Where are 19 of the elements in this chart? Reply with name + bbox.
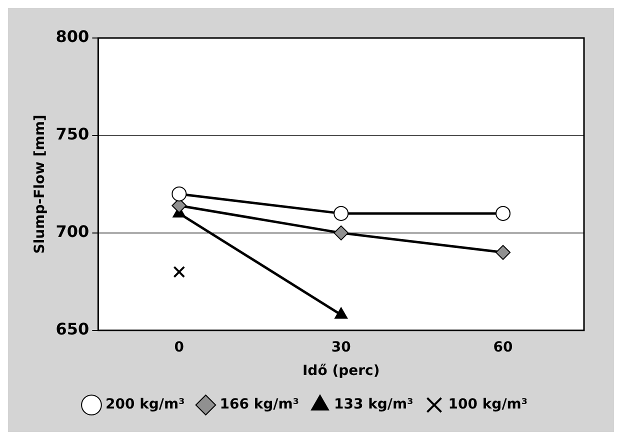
point — [496, 244, 511, 260]
x-tick-label: 60 — [493, 339, 514, 356]
y-tick-label: 800 — [56, 27, 90, 46]
x-axis-title: Idő (perc) — [302, 363, 380, 380]
point — [173, 266, 186, 278]
point — [334, 206, 349, 221]
y-tick-label: 750 — [56, 124, 90, 144]
point — [172, 186, 187, 202]
point — [334, 225, 349, 240]
y-tick-label: 700 — [56, 222, 90, 242]
x-tick-label: 0 — [174, 339, 184, 356]
y-axis-title: Slump-Flow [mm] — [32, 114, 48, 254]
x-tick-label: 30 — [331, 339, 352, 356]
legend-label: 200 kg/m³ — [105, 396, 185, 413]
y-tick-label: 650 — [56, 320, 90, 339]
legend-label: 133 kg/m³ — [334, 396, 414, 413]
legend-label: 166 kg/m³ — [220, 396, 300, 413]
point — [496, 206, 511, 221]
legend-label: 100 kg/m³ — [448, 396, 528, 413]
